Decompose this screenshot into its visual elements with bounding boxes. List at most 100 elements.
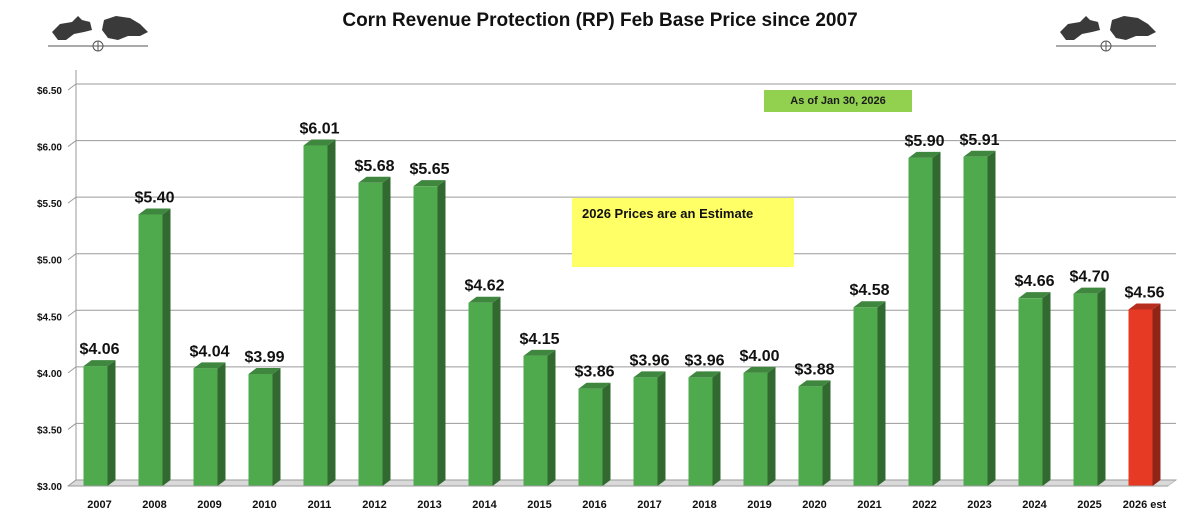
y-tick-label: $6.50: [37, 86, 62, 97]
data-label: $4.04: [189, 343, 229, 360]
y-tick-label: $3.00: [37, 482, 62, 493]
data-label: $3.96: [684, 352, 724, 369]
bar-side: [162, 208, 171, 486]
bar-top: [83, 360, 116, 367]
x-tick-label: 2024: [1022, 499, 1047, 511]
data-label: $3.86: [574, 364, 614, 381]
bar-side: [987, 150, 996, 487]
x-tick-label: 2023: [967, 499, 991, 511]
bar-top: [1128, 303, 1161, 310]
bar: [413, 186, 438, 486]
bar-side: [657, 371, 666, 486]
y-tick-label: $3.50: [37, 425, 62, 436]
bar: [688, 377, 713, 486]
bull-bear-logo-icon: [1056, 16, 1156, 52]
data-label: $4.62: [464, 278, 504, 295]
bar-top: [963, 150, 996, 157]
bar: [138, 214, 163, 486]
data-label: $3.88: [794, 361, 834, 378]
bar-side: [327, 139, 336, 486]
x-tick-label: 2015: [527, 499, 551, 511]
data-label: $3.96: [629, 352, 669, 369]
gridline-diagonal: [67, 479, 77, 487]
bar: [743, 372, 768, 486]
bar: [83, 366, 108, 486]
bar: [578, 388, 603, 486]
bar-top: [523, 349, 556, 356]
x-tick-label: 2009: [197, 499, 221, 511]
bar-top: [138, 208, 171, 215]
gridline-diagonal: [67, 253, 77, 261]
x-tick-label: 2021: [857, 499, 881, 511]
as-of-note: As of Jan 30, 2026: [764, 90, 912, 112]
bar-side: [712, 371, 721, 486]
data-label: $4.70: [1069, 269, 1109, 286]
x-tick-label: 2017: [637, 499, 661, 511]
data-label: $4.58: [849, 282, 889, 299]
bar-side: [932, 151, 941, 486]
bar-top: [468, 296, 501, 303]
bar-top: [853, 301, 886, 308]
data-label: $5.90: [904, 133, 944, 150]
data-label: $5.91: [959, 132, 999, 149]
bar-side: [437, 180, 446, 486]
data-label: $3.99: [244, 349, 284, 366]
gridline-diagonal: [67, 196, 77, 204]
y-tick-label: $5.00: [37, 256, 62, 267]
bar-top: [413, 180, 446, 187]
gridline-diagonal: [67, 83, 77, 91]
bar: [303, 145, 328, 486]
y-tick-label: $4.50: [37, 312, 62, 323]
bar: [908, 157, 933, 486]
bar-top: [798, 380, 831, 387]
data-label: $5.40: [134, 189, 174, 206]
bar-side: [547, 349, 556, 486]
bull-bear-logo-icon: [48, 16, 148, 52]
bar: [358, 182, 383, 486]
bar: [1128, 309, 1153, 486]
bar: [1018, 298, 1043, 486]
bar-side: [1097, 287, 1106, 486]
x-tick-label: 2020: [802, 499, 826, 511]
x-tick-label: 2022: [912, 499, 936, 511]
bar-side: [107, 360, 116, 486]
x-tick-label: 2012: [362, 499, 386, 511]
bar-top: [303, 139, 336, 146]
bar-top: [358, 176, 391, 183]
bar: [523, 355, 548, 486]
bar-side: [822, 380, 831, 486]
bar-top: [688, 371, 721, 378]
bar: [963, 156, 988, 487]
y-tick-label: $6.00: [37, 143, 62, 154]
gridline-diagonal: [67, 423, 77, 430]
bar-top: [1073, 287, 1106, 294]
data-label: $6.01: [299, 120, 339, 137]
chart-title: Corn Revenue Protection (RP) Feb Base Pr…: [342, 10, 858, 31]
y-tick-label: $5.50: [37, 199, 62, 210]
bar: [853, 307, 878, 486]
x-tick-label: 2008: [142, 499, 166, 511]
gridline-diagonal: [67, 140, 77, 147]
bar-side: [272, 367, 281, 486]
gridline-diagonal: [67, 309, 77, 317]
bar-side: [382, 176, 391, 486]
gridline-diagonal: [67, 366, 77, 374]
data-label: $5.68: [354, 158, 394, 175]
chart-floor: [66, 479, 1178, 487]
bar-side: [217, 362, 226, 486]
bar: [1073, 293, 1098, 486]
data-label: $4.56: [1124, 284, 1164, 301]
bar-top: [633, 371, 666, 378]
x-tick-label: 2010: [252, 499, 276, 511]
bar: [468, 302, 493, 486]
x-tick-label: 2016: [582, 499, 606, 511]
x-tick-label: 2007: [87, 499, 111, 511]
x-tick-label: 2019: [747, 499, 771, 511]
y-tick-label: $4.00: [37, 369, 62, 380]
bar-top: [578, 382, 611, 389]
bar-side: [1042, 292, 1051, 486]
bar-side: [877, 301, 886, 486]
bar-side: [492, 296, 501, 486]
